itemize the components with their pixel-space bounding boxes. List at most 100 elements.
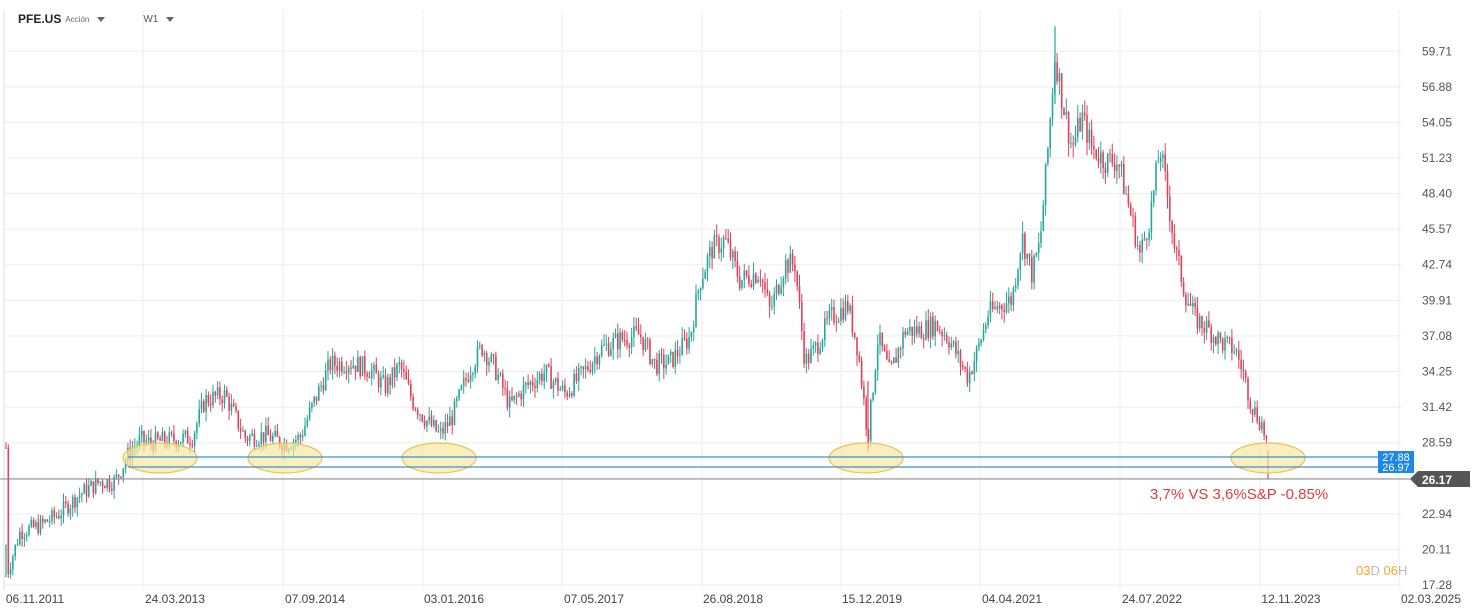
candle-body (437, 430, 440, 432)
candle-body (591, 363, 594, 372)
candle-body (138, 435, 141, 446)
candle-body (936, 321, 939, 332)
candle-body (653, 358, 656, 360)
candle-body (1026, 253, 1028, 259)
chevron-down-icon[interactable] (97, 16, 106, 22)
current-price-label: 26.17 (1422, 473, 1452, 487)
candle-body (324, 370, 327, 391)
x-tick-label: 24.03.2013 (145, 592, 205, 606)
candle-body (1097, 158, 1100, 164)
candle-body (1086, 115, 1088, 143)
candle-body (428, 416, 430, 421)
candle-body (695, 293, 697, 327)
candle-body (1019, 253, 1022, 270)
candle-body (732, 251, 734, 258)
candle-body (1058, 73, 1061, 82)
candle-body (1132, 215, 1134, 217)
candle-body (180, 442, 182, 444)
candle-body (610, 349, 612, 356)
candle-body (7, 447, 10, 574)
candle-body (906, 330, 909, 335)
candle-body (12, 556, 14, 570)
candle-body (1017, 269, 1019, 286)
candle-body (51, 510, 53, 522)
candle-body (513, 395, 516, 401)
candle-body (193, 433, 196, 446)
candle-body (30, 520, 33, 527)
candle-body (373, 364, 375, 371)
candle-body (426, 420, 428, 427)
candle-body (1102, 152, 1104, 169)
chevron-down-icon[interactable] (166, 16, 175, 22)
candle-body (674, 349, 677, 367)
y-tick-label: 39.91 (1422, 293, 1452, 307)
candle-body (442, 428, 444, 434)
candle-body (67, 503, 69, 514)
candle-body (824, 318, 826, 340)
candle-body (1074, 137, 1077, 145)
support-touch-ellipse (247, 442, 323, 474)
candle-body (577, 367, 580, 382)
candle-body (633, 326, 635, 338)
candle-body (1155, 162, 1157, 191)
candle-body (382, 375, 384, 378)
candle-body (853, 332, 856, 338)
candle-body (78, 495, 81, 498)
support-touch-ellipse (1230, 442, 1306, 474)
candle-body (603, 344, 605, 346)
candle-body (755, 273, 757, 283)
candle-body (1164, 154, 1166, 172)
candle-body (1261, 422, 1263, 430)
candle-body (973, 361, 976, 374)
candle-body (1033, 255, 1035, 283)
candle-body (566, 392, 568, 397)
candle-body (449, 416, 451, 426)
symbol-selector[interactable]: PFE.US Acción (18, 12, 106, 26)
candle-body (28, 526, 30, 536)
candle-body (835, 322, 838, 324)
candle-body (817, 342, 819, 354)
candle-body (359, 357, 361, 377)
candle-body (1157, 161, 1160, 163)
candle-body (170, 432, 173, 434)
candle-body (140, 431, 143, 436)
candle-body (198, 408, 200, 424)
candle-body (469, 375, 472, 382)
candle-body (1162, 154, 1164, 159)
candle-body (159, 438, 161, 441)
candle-body (414, 408, 417, 410)
candle-body (1010, 296, 1012, 305)
candle-body (718, 237, 720, 253)
candle-body (1008, 296, 1010, 304)
candle-body (1247, 378, 1249, 401)
candle-body (85, 484, 88, 497)
candle-body (803, 331, 805, 364)
candle-body (472, 373, 474, 376)
candle-body (702, 278, 704, 289)
candle-body (120, 476, 122, 478)
candle-body (1242, 369, 1245, 372)
candle-body (147, 437, 150, 441)
candle-body (902, 331, 904, 349)
candle-body (1173, 233, 1176, 248)
candle-body (163, 432, 166, 443)
candle-body (398, 362, 401, 365)
candle-body (736, 260, 739, 277)
timeframe-selector[interactable]: W1 (143, 14, 175, 25)
candle-body (851, 305, 854, 333)
candle-body (251, 433, 253, 436)
candle-body (607, 343, 610, 356)
candle-body (419, 414, 421, 416)
y-tick-label: 51.23 (1422, 151, 1452, 165)
candle-body (598, 355, 601, 365)
candle-body (476, 346, 479, 368)
candle-body (1134, 216, 1137, 247)
candle-body (1221, 338, 1224, 351)
candle-body (269, 435, 272, 442)
candle-body (65, 501, 67, 504)
candle-body (203, 401, 205, 412)
candle-body (341, 361, 343, 372)
candle-body (1095, 149, 1097, 159)
candle-body (1208, 320, 1210, 327)
